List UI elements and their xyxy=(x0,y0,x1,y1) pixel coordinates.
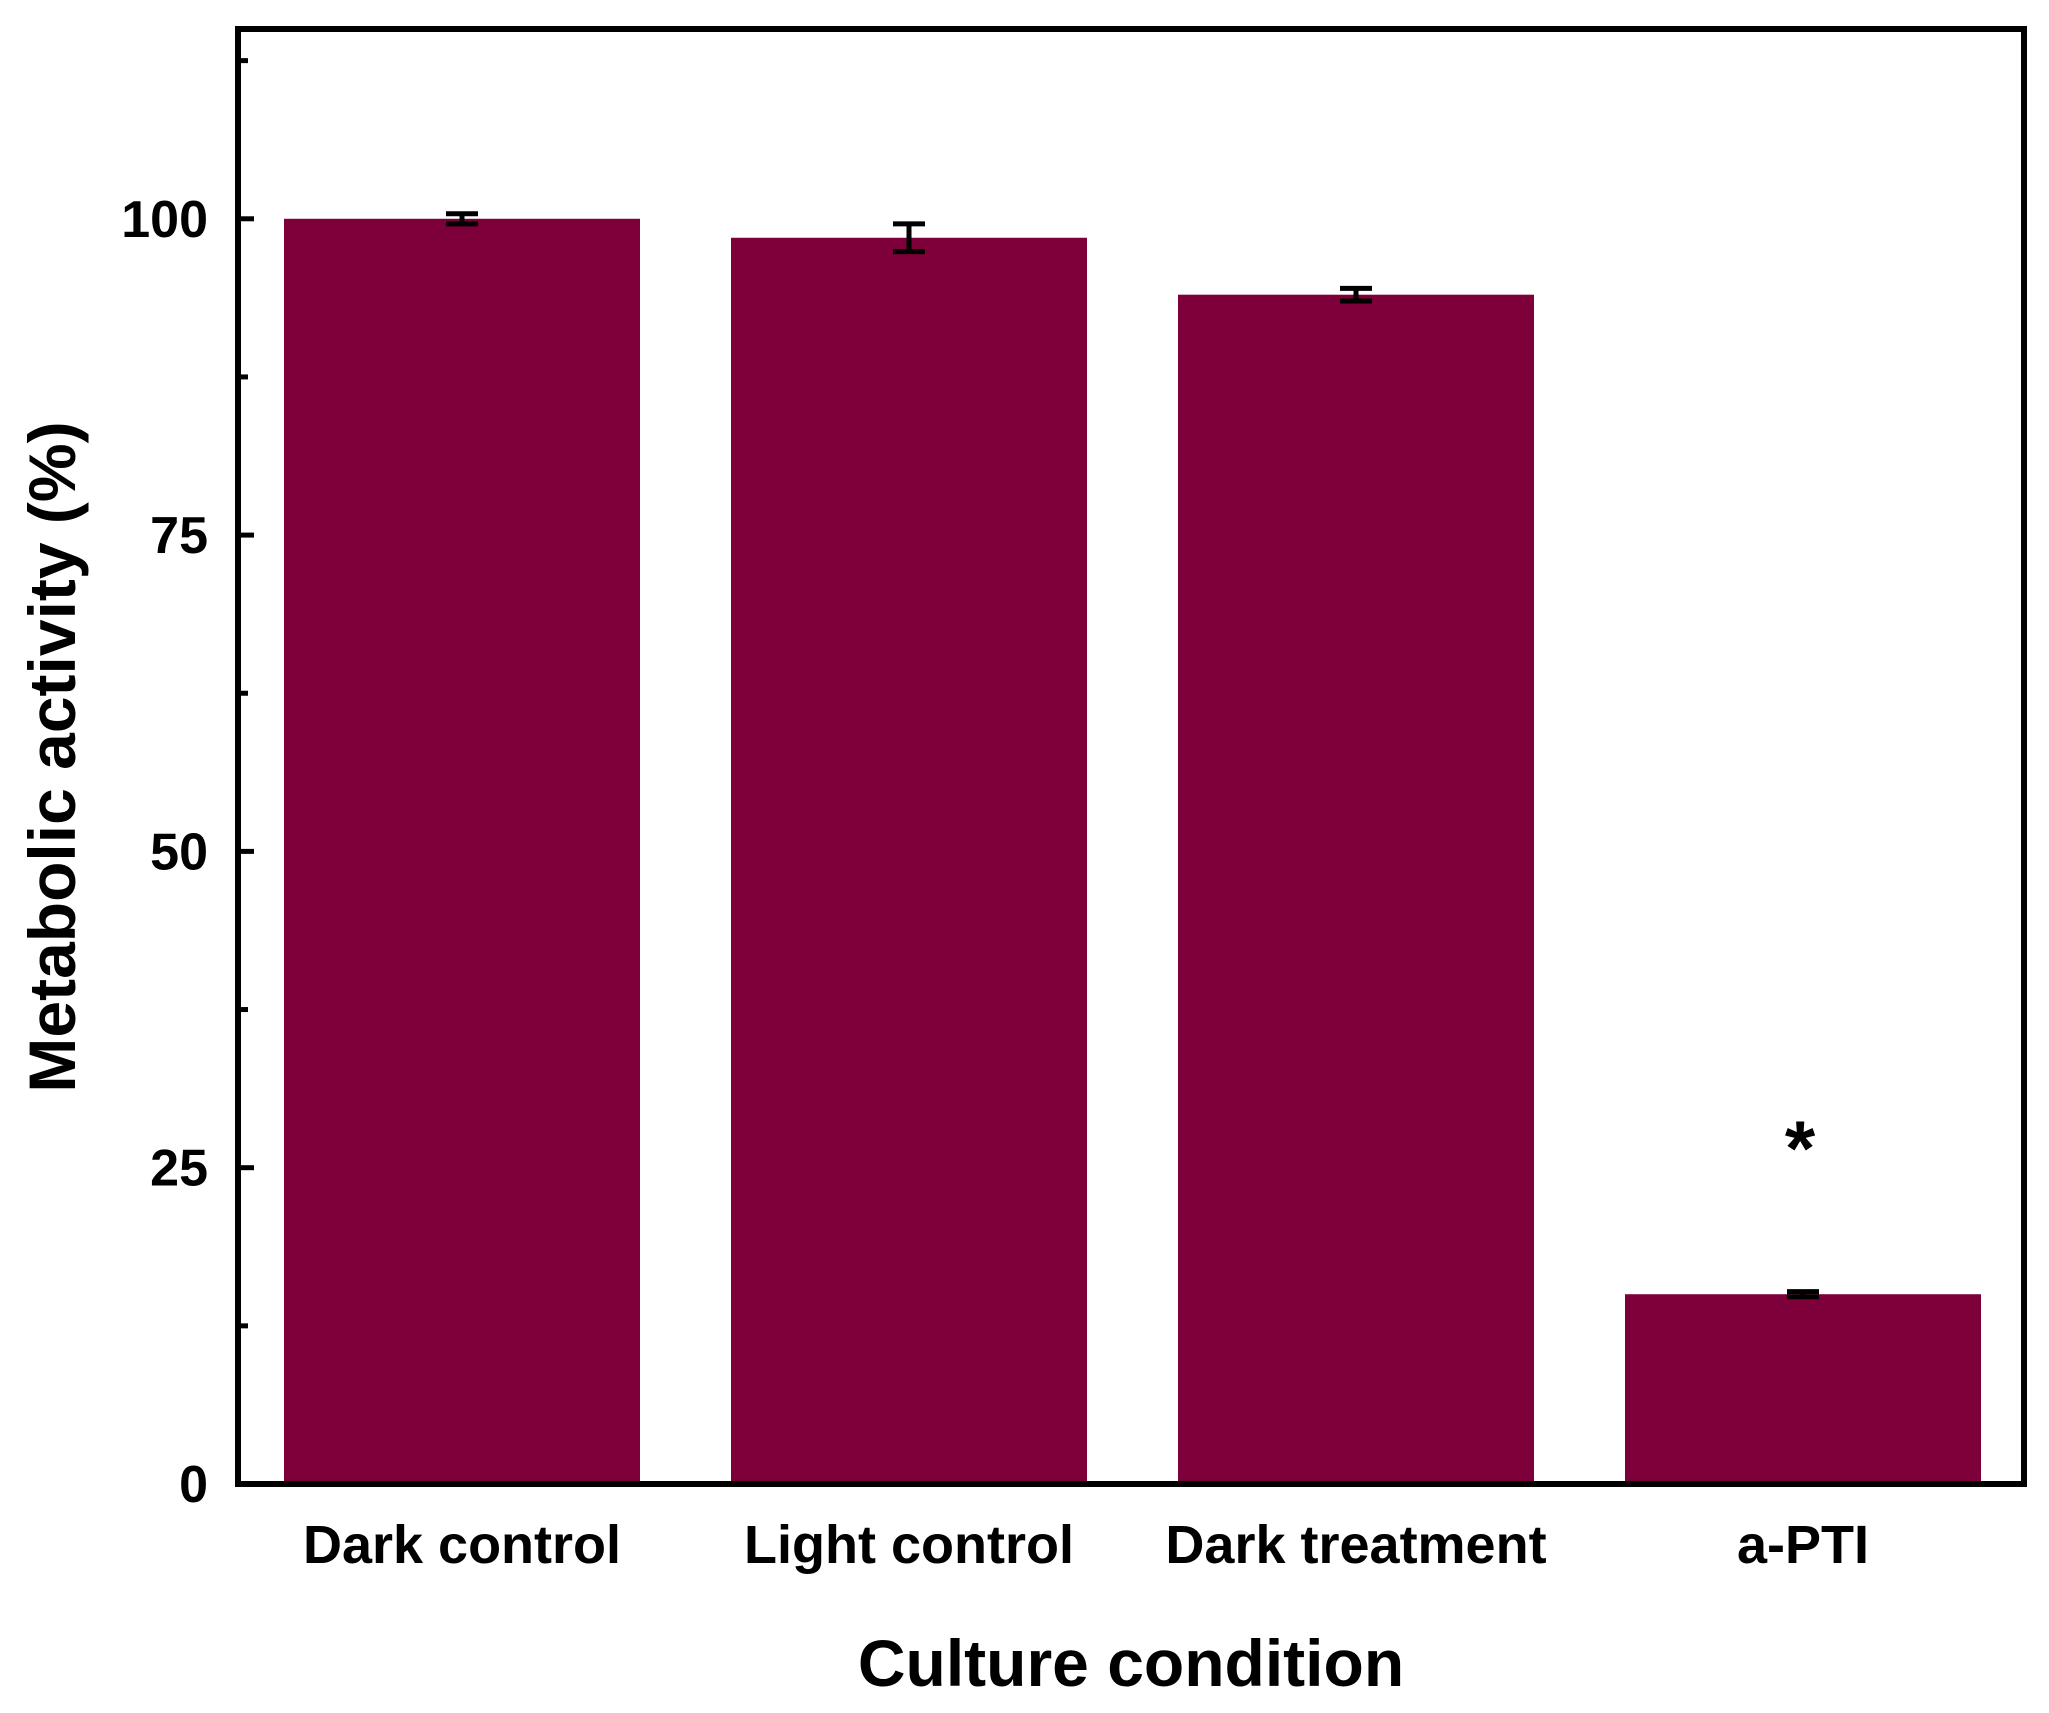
x-tick-label-2: Dark treatment xyxy=(1165,1515,1546,1575)
plot-frame xyxy=(235,26,2027,1487)
error-bar-3 xyxy=(1787,1289,1819,1300)
bar-1 xyxy=(731,237,1087,1484)
bar-0 xyxy=(284,218,640,1485)
x-axis-category-labels: Dark control Light control Dark treatment a… xyxy=(303,1515,1869,1575)
y-axis-ticks: 0 25 50 75 100 xyxy=(121,58,254,1514)
error-bar-0 xyxy=(446,211,478,227)
y-axis-title: Metabolic activity (%) xyxy=(15,421,89,1092)
error-bar-2 xyxy=(1340,285,1372,304)
bar-3 xyxy=(1625,1294,1981,1484)
y-tick-label-4: 100 xyxy=(121,191,208,249)
y-tick-label-0: 0 xyxy=(179,1456,208,1514)
x-tick-label-0: Dark control xyxy=(303,1515,621,1575)
bars-layer xyxy=(284,218,1981,1485)
error-bar-1 xyxy=(893,221,925,255)
x-tick-label-3: a-PTI xyxy=(1737,1515,1869,1575)
bar-2 xyxy=(1178,294,1534,1484)
x-axis-title: Culture condition xyxy=(858,1626,1404,1700)
y-tick-label-3: 75 xyxy=(150,507,208,565)
annotations-layer: * xyxy=(1785,1104,1816,1192)
y-tick-label-2: 50 xyxy=(150,823,208,881)
error-bars-layer xyxy=(446,211,1819,1300)
significance-marker-0: * xyxy=(1785,1104,1816,1192)
x-tick-label-1: Light control xyxy=(744,1515,1074,1575)
y-tick-label-1: 25 xyxy=(150,1140,208,1198)
